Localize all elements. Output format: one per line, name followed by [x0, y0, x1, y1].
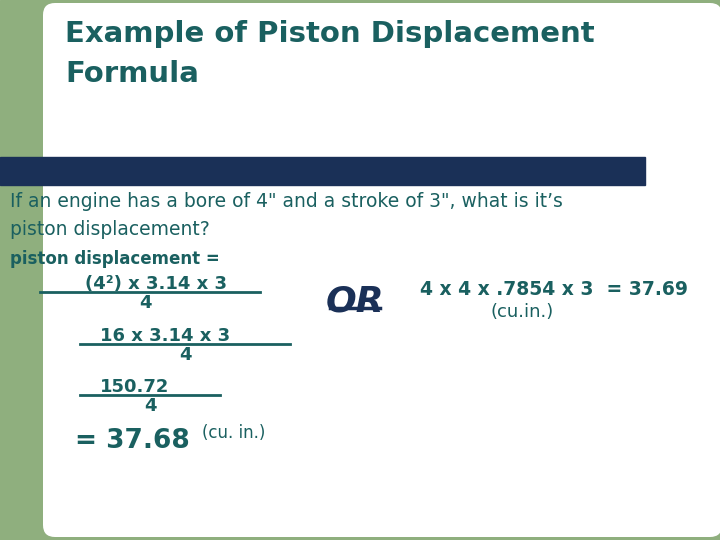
- Text: 150.72: 150.72: [100, 378, 169, 396]
- Text: If an engine has a bore of 4" and a stroke of 3", what is it’s: If an engine has a bore of 4" and a stro…: [10, 192, 563, 211]
- Text: 4: 4: [144, 397, 156, 415]
- Text: Formula: Formula: [65, 60, 199, 88]
- Text: piston displacement?: piston displacement?: [10, 220, 210, 239]
- Text: (4²) x 3.14 x 3: (4²) x 3.14 x 3: [85, 275, 227, 293]
- Text: Example of Piston Displacement: Example of Piston Displacement: [65, 20, 595, 48]
- Bar: [0, 157, 645, 185]
- Text: 4: 4: [139, 294, 151, 312]
- Text: (cu.in.): (cu.in.): [490, 303, 553, 321]
- Text: piston displacement =: piston displacement =: [10, 250, 220, 268]
- FancyBboxPatch shape: [43, 3, 720, 537]
- Text: = 37.68: = 37.68: [75, 428, 190, 454]
- Text: 16 x 3.14 x 3: 16 x 3.14 x 3: [100, 327, 230, 345]
- Text: OR: OR: [325, 285, 384, 319]
- Text: 4 x 4 x .7854 x 3  = 37.69: 4 x 4 x .7854 x 3 = 37.69: [420, 280, 688, 299]
- Text: 4: 4: [179, 346, 192, 364]
- Text: (cu. in.): (cu. in.): [202, 424, 266, 442]
